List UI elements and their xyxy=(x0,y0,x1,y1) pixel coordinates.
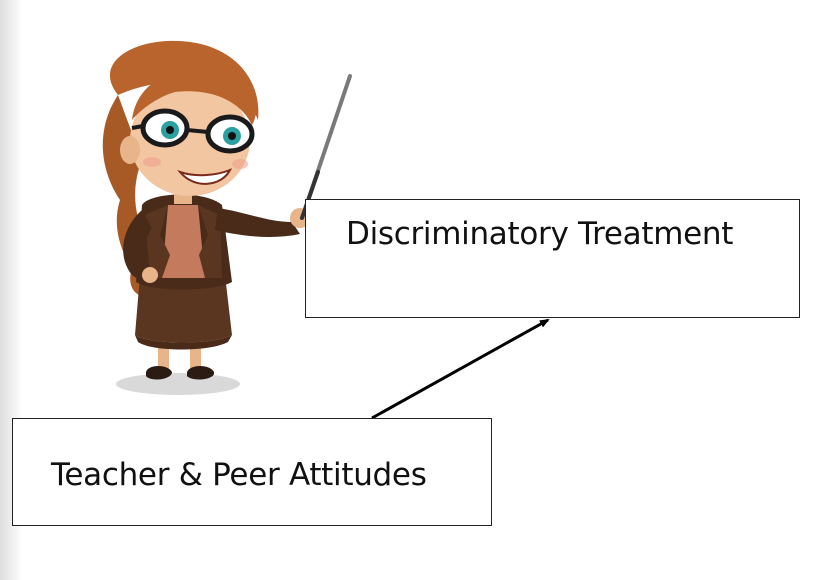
node-label: Teacher & Peer Attitudes xyxy=(51,457,427,493)
node-teacher-peer-attitudes: Teacher & Peer Attitudes xyxy=(12,418,492,526)
node-label: Discriminatory Treatment xyxy=(346,216,734,252)
node-discriminatory-treatment: Discriminatory Treatment xyxy=(305,199,800,318)
